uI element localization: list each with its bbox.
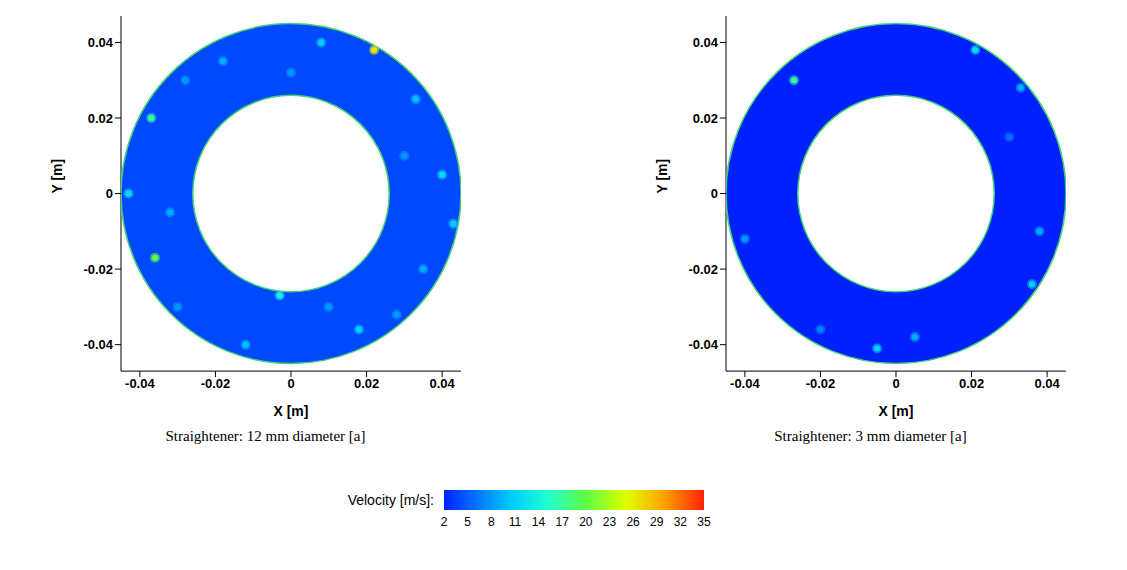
svg-text:5: 5: [464, 515, 471, 529]
svg-text:0.02: 0.02: [88, 111, 113, 126]
svg-text:Y [m]: Y [m]: [654, 159, 670, 194]
svg-text:0: 0: [287, 376, 294, 391]
svg-text:11: 11: [509, 515, 522, 529]
svg-text:-0.04: -0.04: [125, 376, 155, 391]
svg-text:20: 20: [579, 515, 593, 529]
svg-text:23: 23: [603, 515, 617, 529]
svg-text:-0.02: -0.02: [688, 262, 718, 277]
svg-text:-0.02: -0.02: [83, 262, 113, 277]
svg-text:17: 17: [556, 515, 570, 529]
svg-text:-0.04: -0.04: [688, 337, 718, 352]
svg-text:0.04: 0.04: [429, 376, 455, 391]
svg-text:0: 0: [892, 376, 899, 391]
svg-text:35: 35: [697, 515, 711, 529]
svg-text:Y [m]: Y [m]: [49, 159, 65, 194]
svg-text:X [m]: X [m]: [879, 403, 914, 419]
svg-text:14: 14: [532, 515, 546, 529]
svg-text:2: 2: [441, 515, 448, 529]
svg-text:8: 8: [488, 515, 495, 529]
svg-text:0: 0: [106, 186, 113, 201]
svg-text:0.04: 0.04: [88, 35, 114, 50]
svg-text:-0.02: -0.02: [201, 376, 231, 391]
svg-text:-0.02: -0.02: [806, 376, 836, 391]
html-text:Straightener: 12 mm diameter [: Straightener: 12 mm diameter [a]: [165, 428, 366, 445]
svg-text:-0.04: -0.04: [83, 337, 113, 352]
html-text:Straightener: 3 mm diameter [a: Straightener: 3 mm diameter [a]: [774, 428, 967, 445]
svg-text:-0.04: -0.04: [730, 376, 760, 391]
svg-text:X [m]: X [m]: [274, 403, 309, 419]
svg-text:32: 32: [674, 515, 688, 529]
svg-text:0.02: 0.02: [354, 376, 379, 391]
svg-text:0.02: 0.02: [959, 376, 984, 391]
svg-text:26: 26: [626, 515, 640, 529]
svg-text:0.04: 0.04: [693, 35, 719, 50]
svg-text:0.04: 0.04: [1034, 376, 1060, 391]
svg-text:Velocity [m/s]:: Velocity [m/s]:: [348, 492, 434, 508]
svg-text:0: 0: [711, 186, 718, 201]
svg-text:29: 29: [650, 515, 664, 529]
svg-text:0.02: 0.02: [693, 111, 718, 126]
